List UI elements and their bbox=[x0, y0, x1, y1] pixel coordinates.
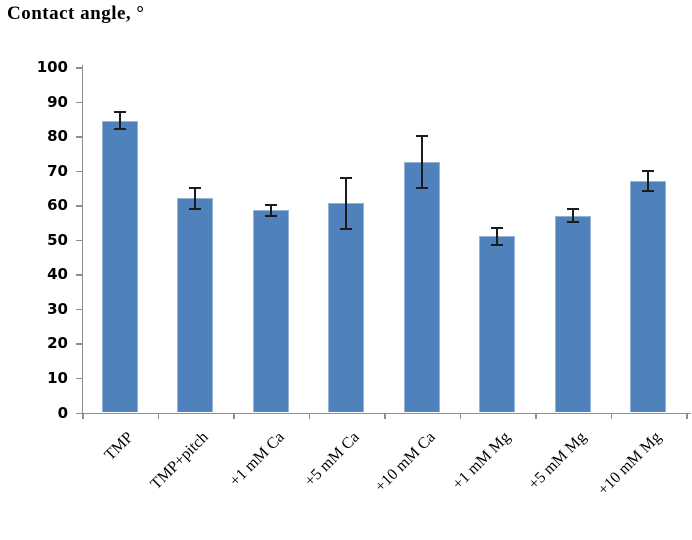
error-bar-line bbox=[269, 205, 272, 216]
y-axis-tick-label: 80 bbox=[47, 127, 68, 146]
y-axis-tick bbox=[76, 343, 82, 345]
error-bar-cap-top bbox=[113, 110, 126, 113]
y-axis-tick bbox=[76, 170, 82, 173]
x-axis-tick bbox=[686, 412, 688, 419]
y-axis-tick bbox=[76, 239, 82, 242]
error-bar-cap-top bbox=[189, 186, 202, 189]
y-axis-tick-label: 30 bbox=[47, 299, 68, 318]
y-axis-tick-label: 10 bbox=[47, 368, 68, 387]
bar bbox=[630, 181, 667, 413]
y-axis-tick bbox=[76, 274, 82, 276]
chart-title: Contact angle, ° bbox=[7, 3, 145, 24]
y-axis-tick-label: 70 bbox=[47, 161, 68, 180]
error-bar-cap-bottom bbox=[491, 243, 504, 246]
error-bar-cap-top bbox=[264, 204, 277, 207]
y-axis-tick-label: 60 bbox=[47, 196, 68, 215]
y-axis-tick-label: 50 bbox=[47, 230, 68, 249]
error-bar-cap-bottom bbox=[340, 228, 353, 231]
error-bar-cap-top bbox=[415, 135, 428, 138]
y-axis-tick bbox=[76, 205, 82, 207]
y-axis-line bbox=[82, 65, 83, 414]
error-bar-cap-bottom bbox=[189, 207, 202, 210]
x-axis-tick bbox=[82, 412, 84, 419]
error-bar-line bbox=[647, 170, 650, 192]
error-bar-cap-top bbox=[340, 176, 353, 179]
error-bar-line bbox=[496, 227, 499, 245]
bar bbox=[252, 210, 289, 413]
bar bbox=[101, 120, 138, 413]
bar bbox=[328, 203, 365, 413]
error-bar-cap-top bbox=[566, 207, 579, 210]
bar bbox=[177, 198, 214, 413]
y-axis-tick-label: 100 bbox=[36, 58, 68, 76]
error-bar-cap-bottom bbox=[113, 128, 126, 131]
bar bbox=[403, 162, 440, 413]
y-axis-tick bbox=[76, 412, 82, 414]
error-bar-cap-bottom bbox=[642, 190, 655, 193]
y-axis-tick bbox=[76, 308, 82, 311]
x-axis-tick bbox=[308, 412, 310, 419]
error-bar-line bbox=[194, 187, 197, 209]
y-axis-tick bbox=[76, 136, 82, 138]
error-bar-cap-top bbox=[642, 169, 655, 172]
error-bar-cap-bottom bbox=[264, 214, 277, 217]
error-bar-line bbox=[118, 111, 121, 130]
error-bar-line bbox=[345, 177, 348, 230]
error-bar-cap-top bbox=[491, 226, 504, 229]
y-axis-tick bbox=[76, 377, 82, 380]
bar bbox=[554, 215, 591, 413]
error-bar-line bbox=[420, 136, 423, 188]
x-axis-tick bbox=[157, 412, 159, 419]
x-axis-tick bbox=[233, 412, 235, 419]
y-axis-tick-label: 90 bbox=[47, 92, 68, 111]
error-bar-cap-bottom bbox=[415, 186, 428, 189]
error-bar-cap-bottom bbox=[566, 221, 579, 224]
error-bar-line bbox=[571, 208, 574, 223]
x-axis-tick bbox=[535, 412, 537, 419]
x-axis-tick bbox=[610, 412, 612, 419]
y-axis-tick bbox=[76, 67, 82, 69]
y-axis-tick-label: 0 bbox=[57, 403, 68, 422]
y-axis-tick-label: 40 bbox=[47, 265, 68, 284]
x-axis-tick bbox=[459, 412, 461, 419]
x-axis-tick bbox=[384, 412, 386, 419]
bar bbox=[479, 236, 516, 413]
y-axis-tick-label: 20 bbox=[47, 334, 68, 353]
y-axis-tick bbox=[76, 101, 82, 104]
